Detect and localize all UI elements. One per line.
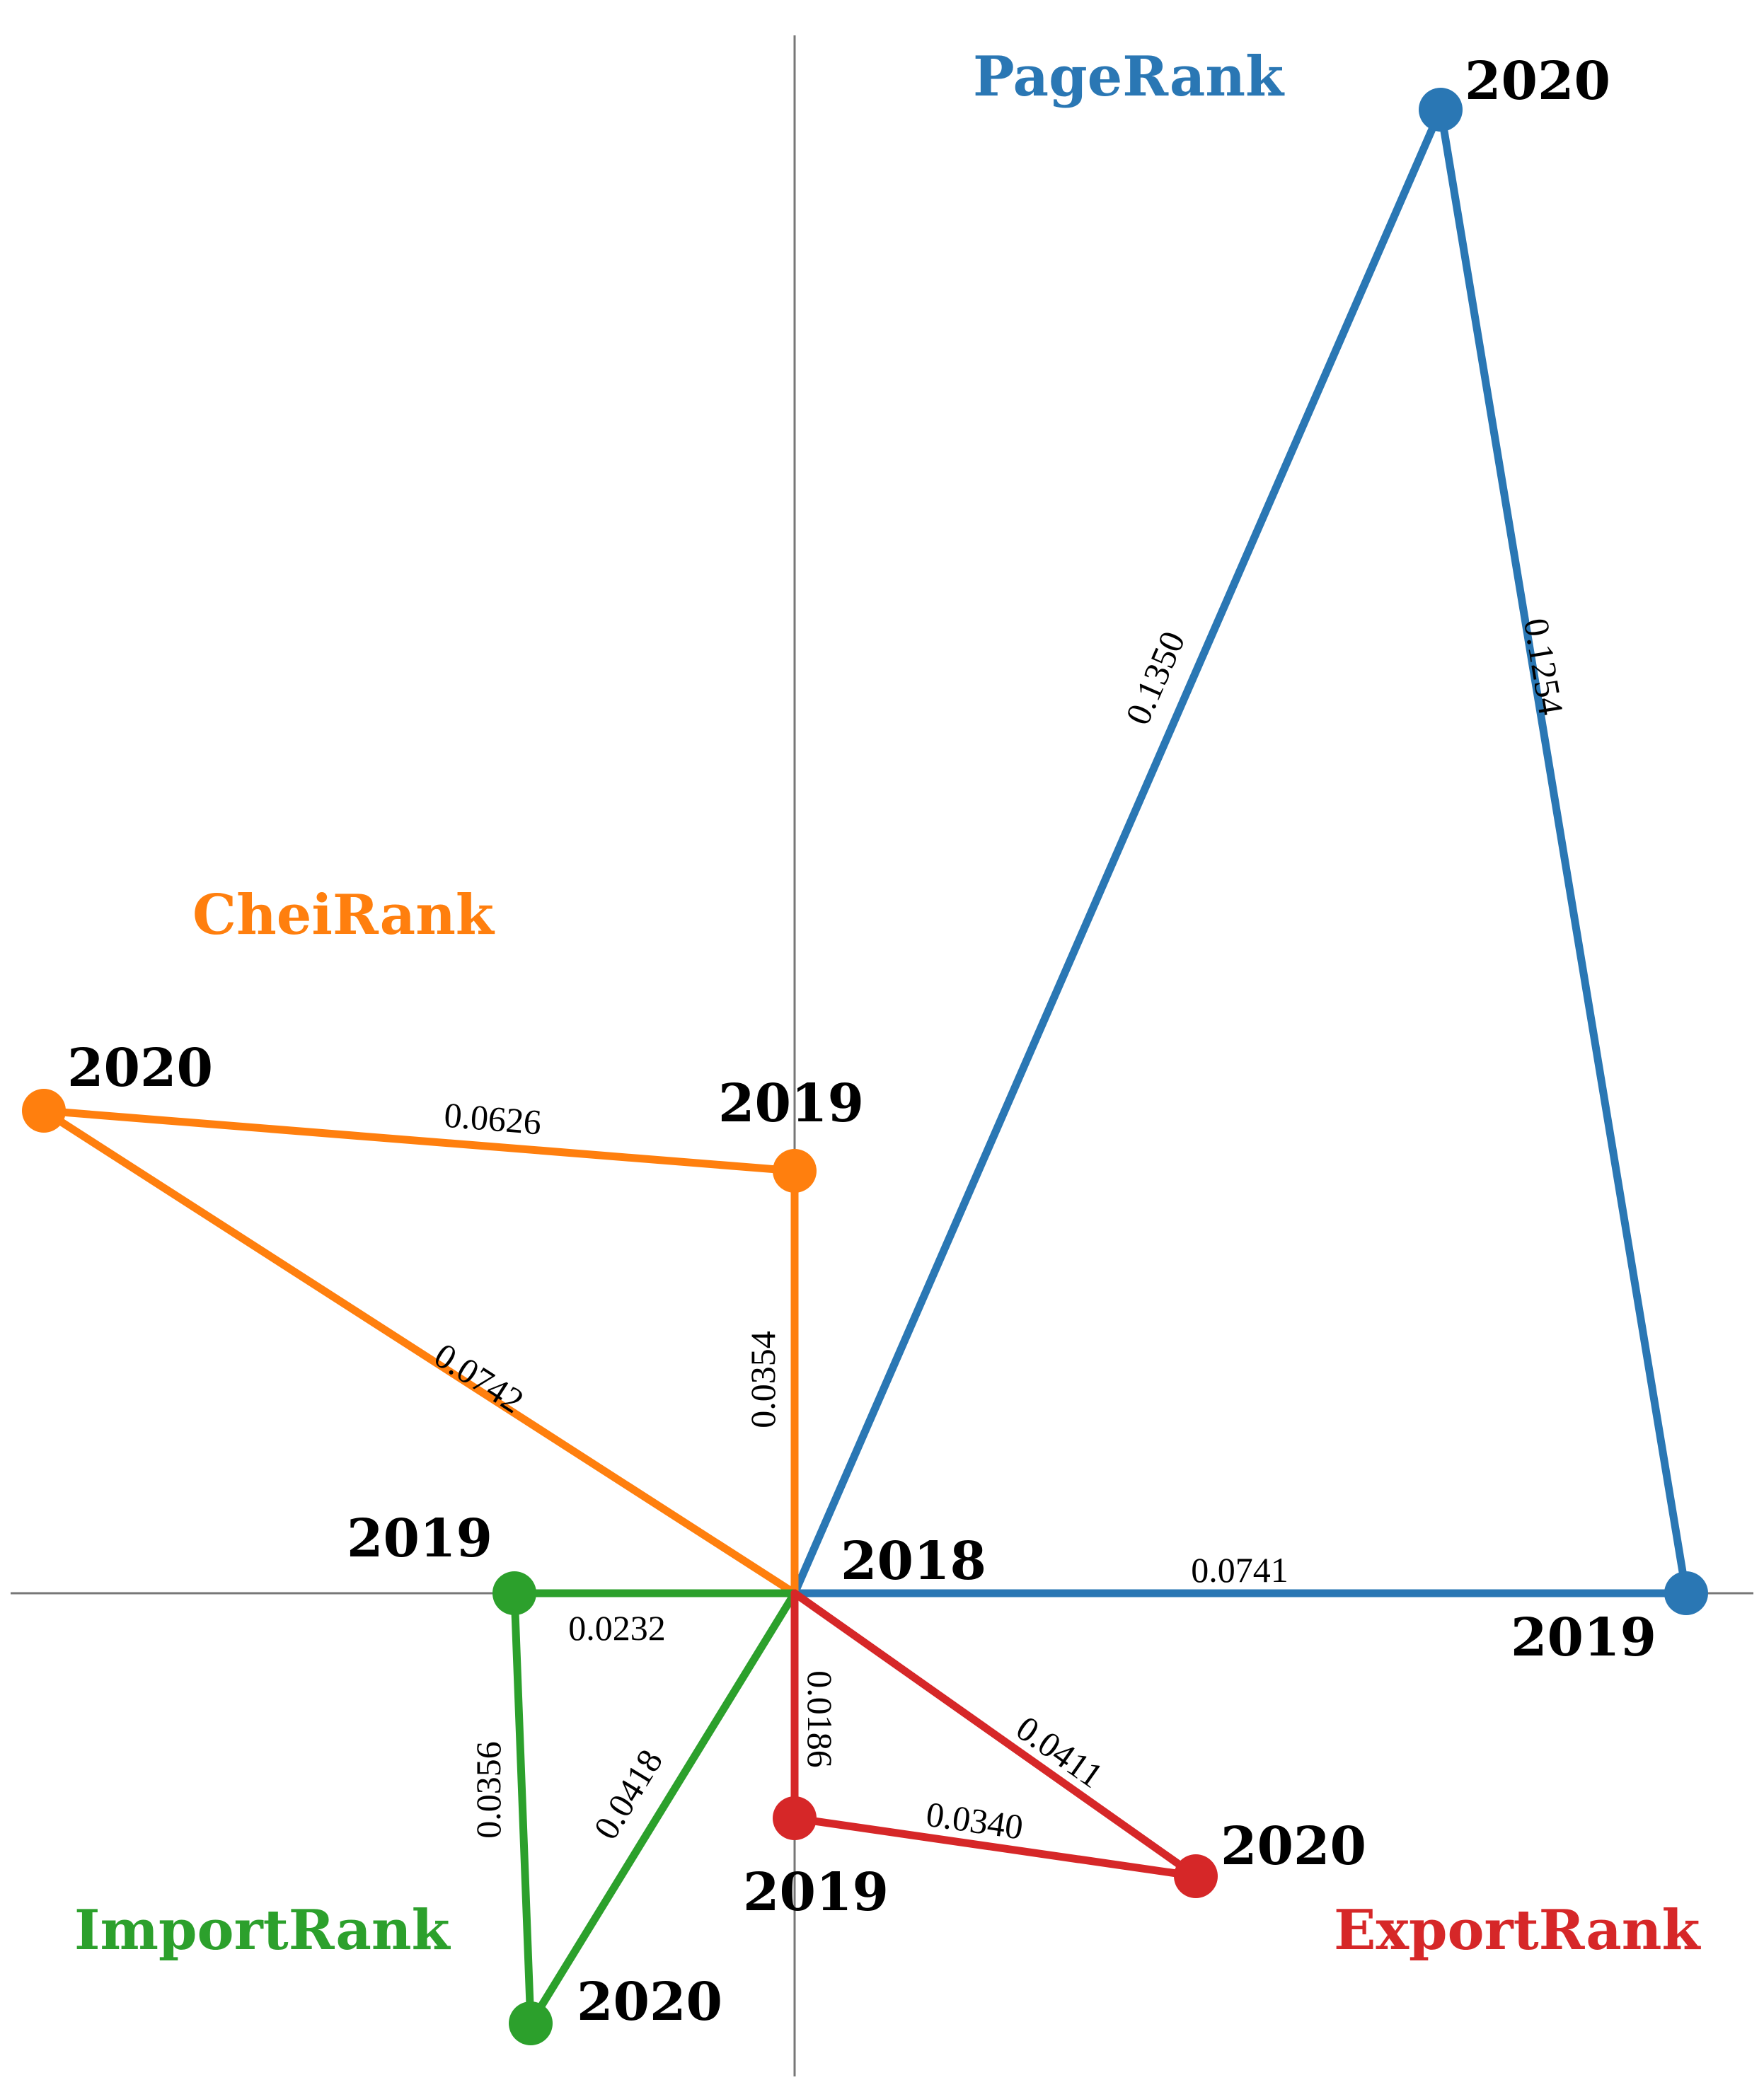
importrank-node-2020 (509, 2001, 553, 2045)
pagerank-edge-2019-2020 (1436, 105, 1690, 1597)
pagerank-year-2019-label: 2019 (1511, 1607, 1656, 1668)
cheirank-node-2019 (773, 1149, 817, 1193)
pagerank-edge-2018-2020 (790, 105, 1445, 1597)
importrank-edge-label-2018-2019: 0.0232 (568, 1608, 666, 1648)
exportrank-edge-2019-2020 (790, 1814, 1200, 1880)
exportrank-node-2019 (773, 1796, 817, 1840)
cheirank-edge-2019-2020 (40, 1106, 799, 1175)
cheirank-edge-label-2019-2020: 0.0626 (443, 1095, 543, 1143)
exportrank-year-2020-label: 2020 (1221, 1816, 1366, 1877)
importrank-year-2020-label: 2020 (577, 1972, 722, 2033)
cheirank-group: 2020 2019 0.0626 0.0742 0.0354 CheiRank (22, 883, 864, 1597)
importrank-group: 2019 2020 0.0232 0.0418 0.0356 ImportRan… (74, 1508, 799, 2045)
cheirank-edge-label-2018-2019: 0.0354 (743, 1331, 783, 1428)
importrank-edge-2019-2020 (510, 1589, 535, 2028)
cheirank-year-2019-label: 2019 (718, 1073, 864, 1134)
pagerank-title: PageRank (973, 45, 1285, 109)
importrank-edge-2018-2020 (526, 1589, 799, 2028)
cheirank-year-2020-label: 2020 (67, 1038, 213, 1099)
importrank-year-2019-label: 2019 (347, 1508, 492, 1569)
importrank-node-2019 (492, 1571, 536, 1615)
cheirank-title: CheiRank (192, 883, 495, 947)
center-year-2018-label: 2018 (841, 1531, 986, 1592)
exportrank-edge-2018-2020 (790, 1589, 1200, 1880)
importrank-title: ImportRank (74, 1898, 451, 1963)
pagerank-node-2019 (1664, 1571, 1708, 1615)
exportrank-edge-label-2018-2019: 0.0186 (800, 1670, 840, 1768)
exportrank-title: ExportRank (1334, 1898, 1702, 1963)
exportrank-group: 2019 2020 0.0186 0.0411 0.0340 ExportRan… (743, 1589, 1702, 1963)
pagerank-year-2020-label: 2020 (1465, 51, 1610, 112)
pagerank-node-2020 (1419, 88, 1463, 132)
exportrank-year-2019-label: 2019 (743, 1862, 889, 1923)
cheirank-edge-2018-2020 (40, 1106, 799, 1597)
pagerank-edge-label-2019-2020: 0.1254 (1516, 616, 1572, 718)
exportrank-node-2020 (1174, 1854, 1218, 1898)
cheirank-node-2020 (22, 1089, 66, 1133)
pagerank-group: 2020 2019 0.0741 0.1350 0.1254 PageRank (790, 45, 1708, 1668)
importrank-edge-label-2019-2020: 0.0356 (468, 1741, 508, 1839)
pagerank-edge-label-2018-2019: 0.0741 (1191, 1550, 1289, 1590)
importrank-edge-label-2018-2020: 0.0418 (586, 1743, 671, 1846)
cheirank-edge-label-2018-2020: 0.0742 (427, 1335, 531, 1421)
